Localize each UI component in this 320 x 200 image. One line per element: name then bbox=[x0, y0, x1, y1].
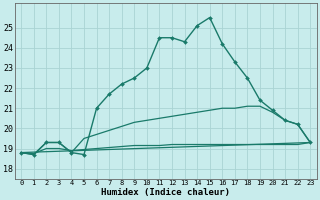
X-axis label: Humidex (Indice chaleur): Humidex (Indice chaleur) bbox=[101, 188, 230, 197]
